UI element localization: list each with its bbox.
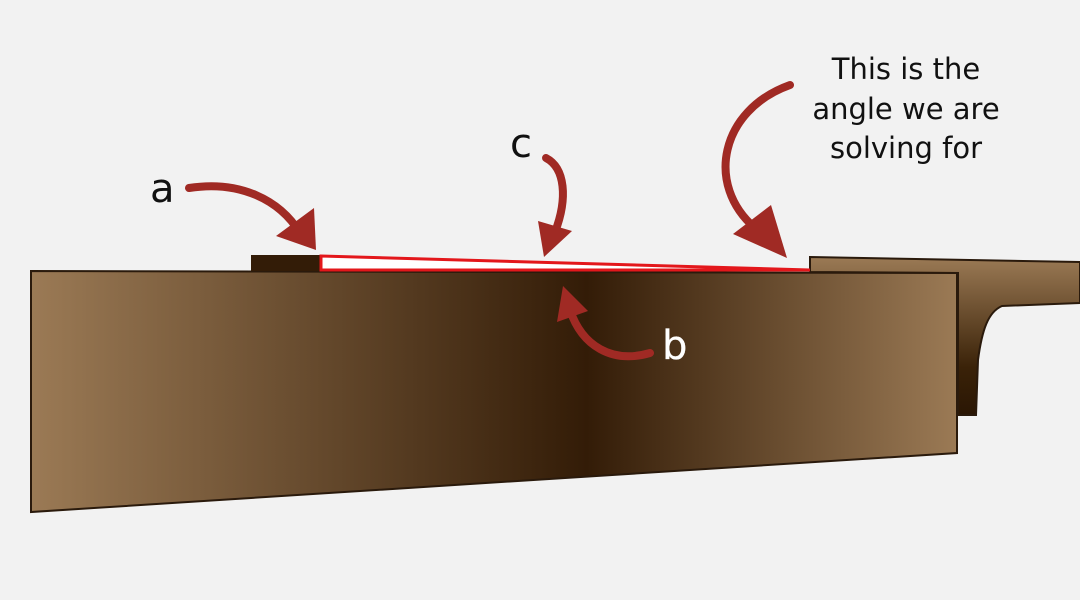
arrow-a [185, 182, 304, 237]
arrow-a-head [276, 208, 316, 250]
arrow-b-head [557, 286, 588, 322]
neck-block [809, 255, 1080, 416]
label-b: b [662, 323, 687, 369]
annotation-line-2: angle we are [812, 92, 999, 126]
nut-block [251, 255, 321, 271]
arrow-c-head [538, 221, 572, 257]
body-block [30, 269, 958, 514]
label-a: a [150, 166, 175, 212]
annotation-line-1: This is the [831, 52, 980, 86]
angle-triangle [319, 254, 811, 272]
label-c: c [510, 121, 532, 167]
arrow-c [542, 154, 567, 236]
arrow-angle [721, 81, 794, 232]
arrow-b [566, 306, 654, 361]
annotation-line-3: solving for [830, 131, 982, 165]
arrow-angle-head [733, 205, 787, 258]
